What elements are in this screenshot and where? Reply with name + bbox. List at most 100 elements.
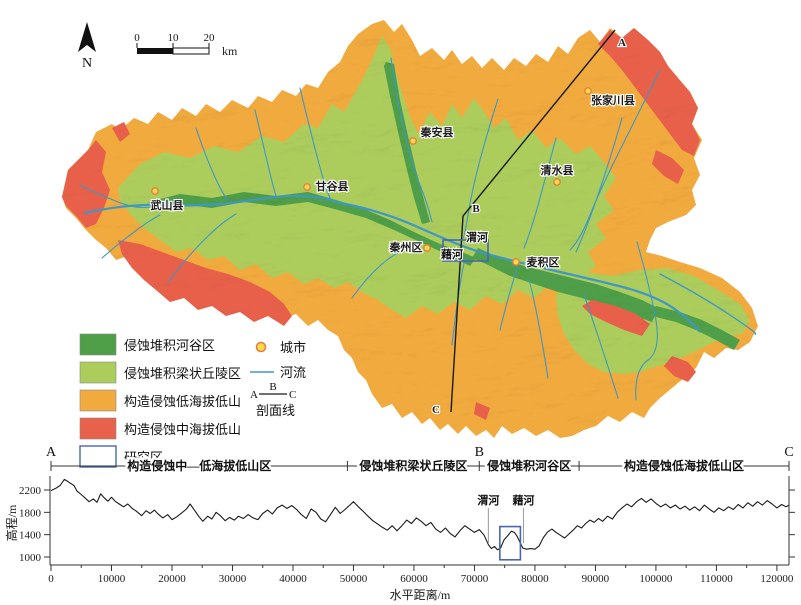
legend-label-study-area: 研究区 [124,450,163,465]
zone-label: 侵蚀堆积梁状丘陵区 [358,458,467,473]
x-tick-label: 10000 [98,573,126,585]
legend-section-a: A [250,389,258,401]
legend-label-low-mtn: 构造侵蚀低海拔低山 [124,394,241,409]
river-tributary [390,57,433,223]
legend: 侵蚀堆积河谷区 侵蚀堆积梁状丘陵区 构造侵蚀低海拔低山 构造侵蚀中海拔低山 研究… [79,333,306,468]
river-tributary [583,294,619,399]
chart-study-box [499,525,522,561]
city-label: 甘谷县 [316,179,349,193]
city-dot [584,87,592,95]
elevation-profile-series [50,478,790,551]
city-label: 张家川县 [591,93,635,107]
y-tick-label: 2200 [19,485,42,497]
map-label-weihe: 渭河 [466,230,488,244]
y-axis-title: 高程/m [4,504,19,541]
terrain-layers [62,20,758,438]
terrain-red-southeast-1 [582,300,650,336]
section-line-abc [450,29,616,413]
terrain-red-southeast-2 [664,356,696,382]
river-tributary [569,69,661,251]
x-tick-label: 110000 [700,573,733,585]
chart-zone-header: 构造侵蚀中—低海拔低山区 侵蚀堆积梁状丘陵区 侵蚀堆积河谷区 构造侵蚀低海拔低山区 A B… [46,445,794,476]
legend-swatch-valley [79,333,117,356]
city-dot [151,187,159,195]
terrain-valley-east [472,248,658,322]
chart-ticks: 1000 1400 1800 2200 0 10000 20000 30000 40000 500… [19,485,795,585]
y-tick-label: 1400 [19,530,42,542]
city-dot [553,178,561,186]
x-tick-label: 40000 [279,573,307,585]
x-tick-label: 100000 [639,573,673,585]
city-dot [303,183,311,191]
x-tick-label: 90000 [582,573,610,585]
river-tributary [101,214,161,259]
terrain-red-east [652,150,684,184]
x-tick-label: 20000 [158,573,186,585]
scale-bar-filled [137,48,173,54]
legend-label-river: 河流 [280,365,306,380]
scale-bar-empty [172,47,210,55]
river-tributary [659,273,757,335]
y-tick-label: 1800 [19,507,42,519]
y-tick-label: 1000 [19,552,42,564]
river-tributary [523,137,557,249]
river-tributary [195,127,229,201]
x-axis-title: 水平距离/m [390,587,451,602]
terrain-red-south-spot [474,402,490,420]
x-tick-label: 30000 [219,573,247,585]
river-tributary [499,265,519,331]
x-tick-label: 60000 [400,573,428,585]
city-dot [409,137,417,145]
city-label: 麦积区 [527,255,560,269]
city-dot [512,258,520,266]
legend-city-icon [255,341,267,353]
north-arrow-icon [78,22,96,52]
zone-label: 构造侵蚀低海拔低山区 [624,458,744,473]
scale-unit: km [222,44,238,58]
river-tributary [299,87,331,199]
chart-annotations: 渭河 藉河 [477,493,534,561]
city-dot [423,244,431,252]
legend-label-mid-mtn: 构造侵蚀中海拔低山 [124,422,241,437]
river-tributary [351,243,421,299]
legend-label-section: 剖面线 [256,403,295,418]
north-arrow: N [78,22,96,71]
river-tributary [79,184,151,208]
x-tick-label: 70000 [461,573,489,585]
legend-swatch-mid-mtn [79,417,117,440]
scale-tick-10: 10 [168,32,180,44]
legend-swatch-low-mtn [79,389,117,412]
section-endpoint-label: B [475,445,484,460]
x-tick-label: 50000 [340,573,368,585]
terrain-red-west-tip [62,140,110,228]
legend-label-city: 城市 [280,340,306,355]
profile-chart: 构造侵蚀中—低海拔低山区 侵蚀堆积梁状丘陵区 侵蚀堆积河谷区 构造侵蚀低海拔低山区 A B… [4,445,795,602]
chart-river-annotation: 渭河 [477,493,499,507]
study-area-rect [442,239,489,262]
legend-label-hills: 侵蚀堆积梁状丘陵区 [124,366,241,381]
legend-label-valley: 侵蚀堆积河谷区 [124,338,215,353]
zone-label: 侵蚀堆积河谷区 [486,458,571,473]
elevation-profile-line [50,478,790,551]
chart-river-annotation: 藉河 [511,493,534,507]
legend-section-b: B [269,381,276,393]
river-weihe-main [83,194,701,333]
map-label-jihe: 藉河 [440,247,463,261]
river-tributary [461,98,499,241]
zone-label: 构造侵蚀中—低海拔低山区 [127,458,271,473]
section-endpoint-label: A [46,445,57,460]
terrain-red-west-spot [112,122,130,142]
map-section-point-a: A [618,37,626,49]
river-tributary [254,109,277,197]
scale-tick-0: 0 [134,32,140,44]
map-section-point-c: C [432,404,440,416]
section-endpoint-label: C [784,445,793,460]
river-tributary [527,279,549,379]
terrain-red-southwest [118,240,292,326]
legend-swatch-hills [79,361,117,384]
x-tick-label: 0 [48,573,54,585]
legend-swatch-study-area [79,445,117,468]
river-tributary [167,213,237,283]
